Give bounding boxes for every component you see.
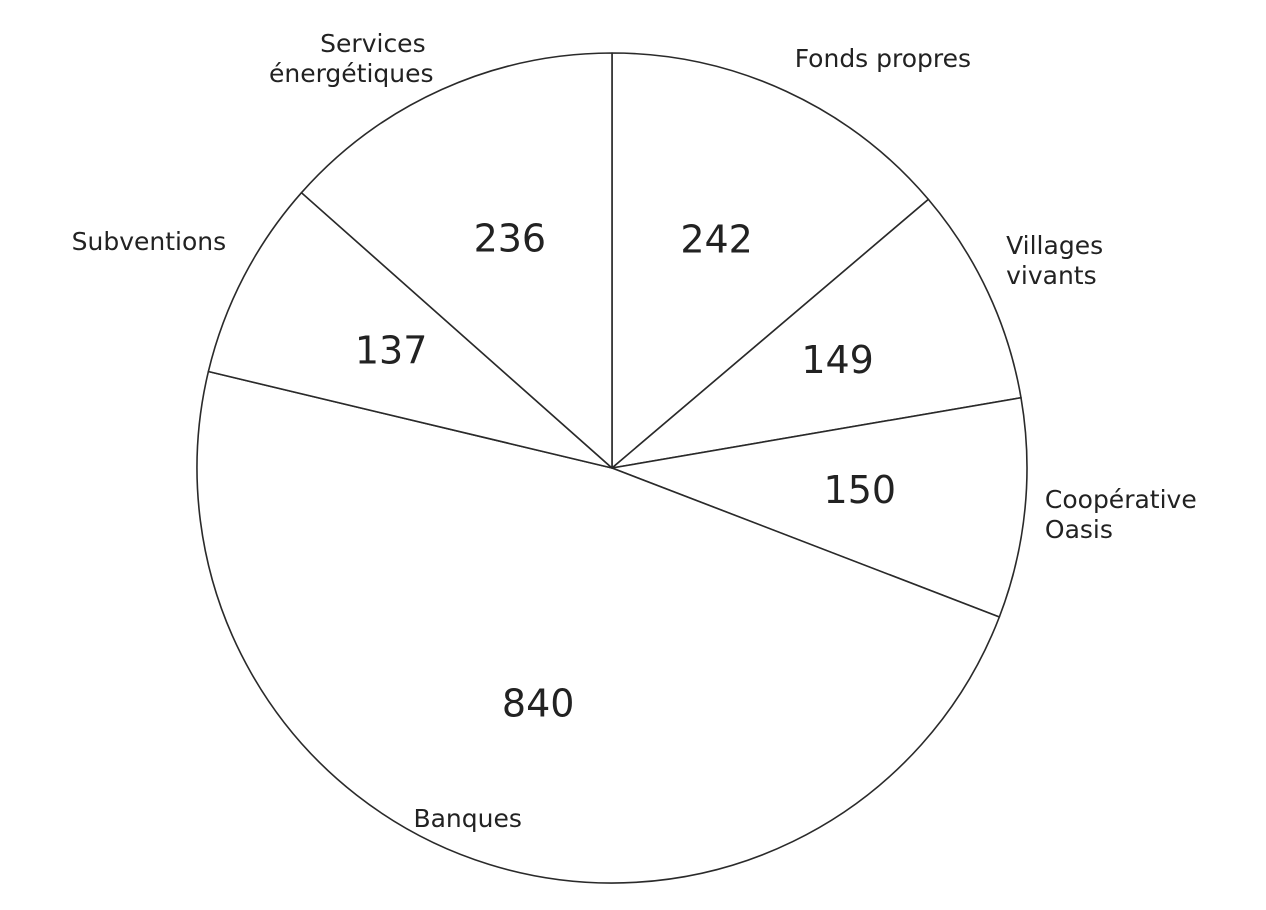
category-label: Villages vivants bbox=[1006, 231, 1111, 290]
pie-slice bbox=[611, 52, 930, 469]
value-label: 149 bbox=[801, 338, 874, 382]
category-label: Services énergétiques bbox=[269, 29, 434, 88]
value-label: 236 bbox=[474, 216, 547, 260]
pie-slice bbox=[207, 191, 613, 469]
pie-slice bbox=[611, 198, 1022, 469]
value-label: 840 bbox=[502, 681, 575, 725]
category-label: Coopérative Oasis bbox=[1045, 485, 1205, 544]
value-label: 150 bbox=[824, 468, 897, 512]
category-label: Banques bbox=[413, 804, 521, 833]
pie-slice bbox=[196, 370, 1001, 884]
value-label: 137 bbox=[355, 329, 428, 373]
value-label: 242 bbox=[680, 218, 753, 262]
pie-slice bbox=[611, 396, 1028, 618]
pie-slice bbox=[300, 52, 613, 469]
category-label: Subventions bbox=[72, 227, 227, 256]
category-label: Fonds propres bbox=[795, 44, 971, 73]
